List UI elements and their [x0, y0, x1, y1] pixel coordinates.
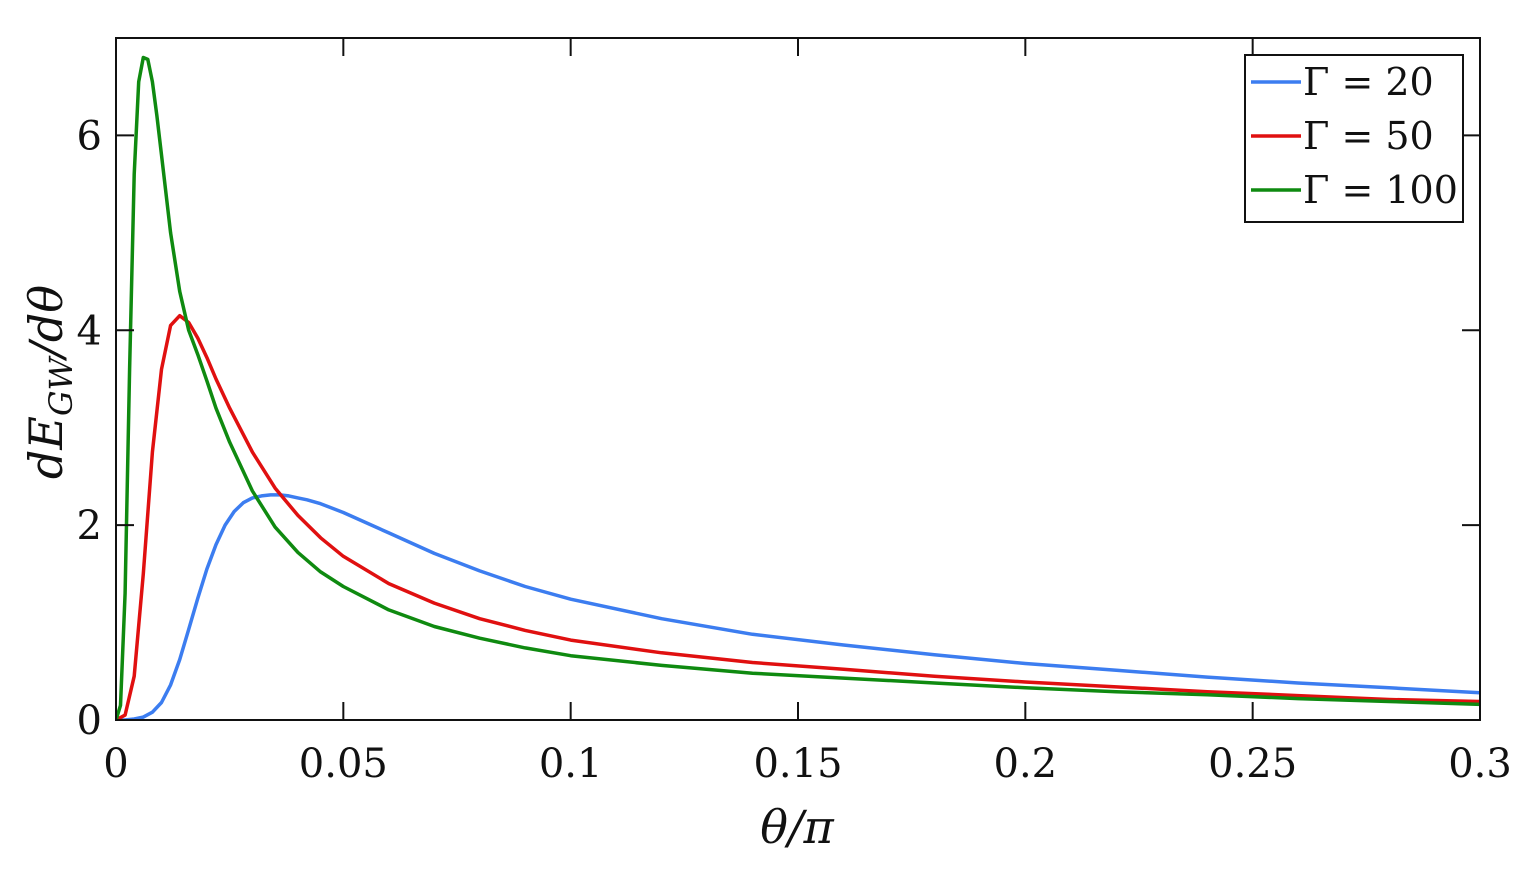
plot-area — [116, 55, 1480, 720]
series-line-1 — [116, 493, 1480, 720]
axes: 0 0.05 0.1 0.15 0.2 0.25 0.3 0 2 4 6 — [77, 37, 1512, 787]
legend-label: Γ = 50 — [1303, 114, 1434, 158]
y-axis-title-tail: /dθ — [19, 285, 73, 362]
y-tick-label: 2 — [77, 503, 102, 549]
x-tick-label: 0.25 — [1208, 741, 1297, 787]
y-tick-label: 6 — [77, 113, 102, 159]
y-axis-title: dEGW/dθ — [19, 285, 80, 479]
series-line-3 — [116, 55, 1480, 720]
y-tick-label: 0 — [77, 698, 102, 744]
x-tick-label: 0.1 — [539, 741, 603, 787]
series-line-2 — [116, 313, 1480, 720]
series-group — [116, 55, 1480, 720]
y-tick-label: 4 — [77, 308, 102, 354]
x-axis-title: θ/π — [760, 800, 834, 854]
x-tick-label: 0 — [103, 741, 128, 787]
legend: Γ = 20 Γ = 50 Γ = 100 — [1244, 54, 1464, 223]
legend-label: Γ = 100 — [1303, 168, 1458, 212]
x-tick-label: 0.05 — [299, 741, 388, 787]
y-axis-title-main: dE — [19, 416, 73, 479]
legend-label: Γ = 20 — [1303, 60, 1434, 104]
y-axis-title-subscript: GW — [42, 354, 80, 416]
x-tick-label: 0.2 — [994, 741, 1058, 787]
x-tick-label: 0.3 — [1448, 741, 1512, 787]
x-tick-label: 0.15 — [753, 741, 842, 787]
